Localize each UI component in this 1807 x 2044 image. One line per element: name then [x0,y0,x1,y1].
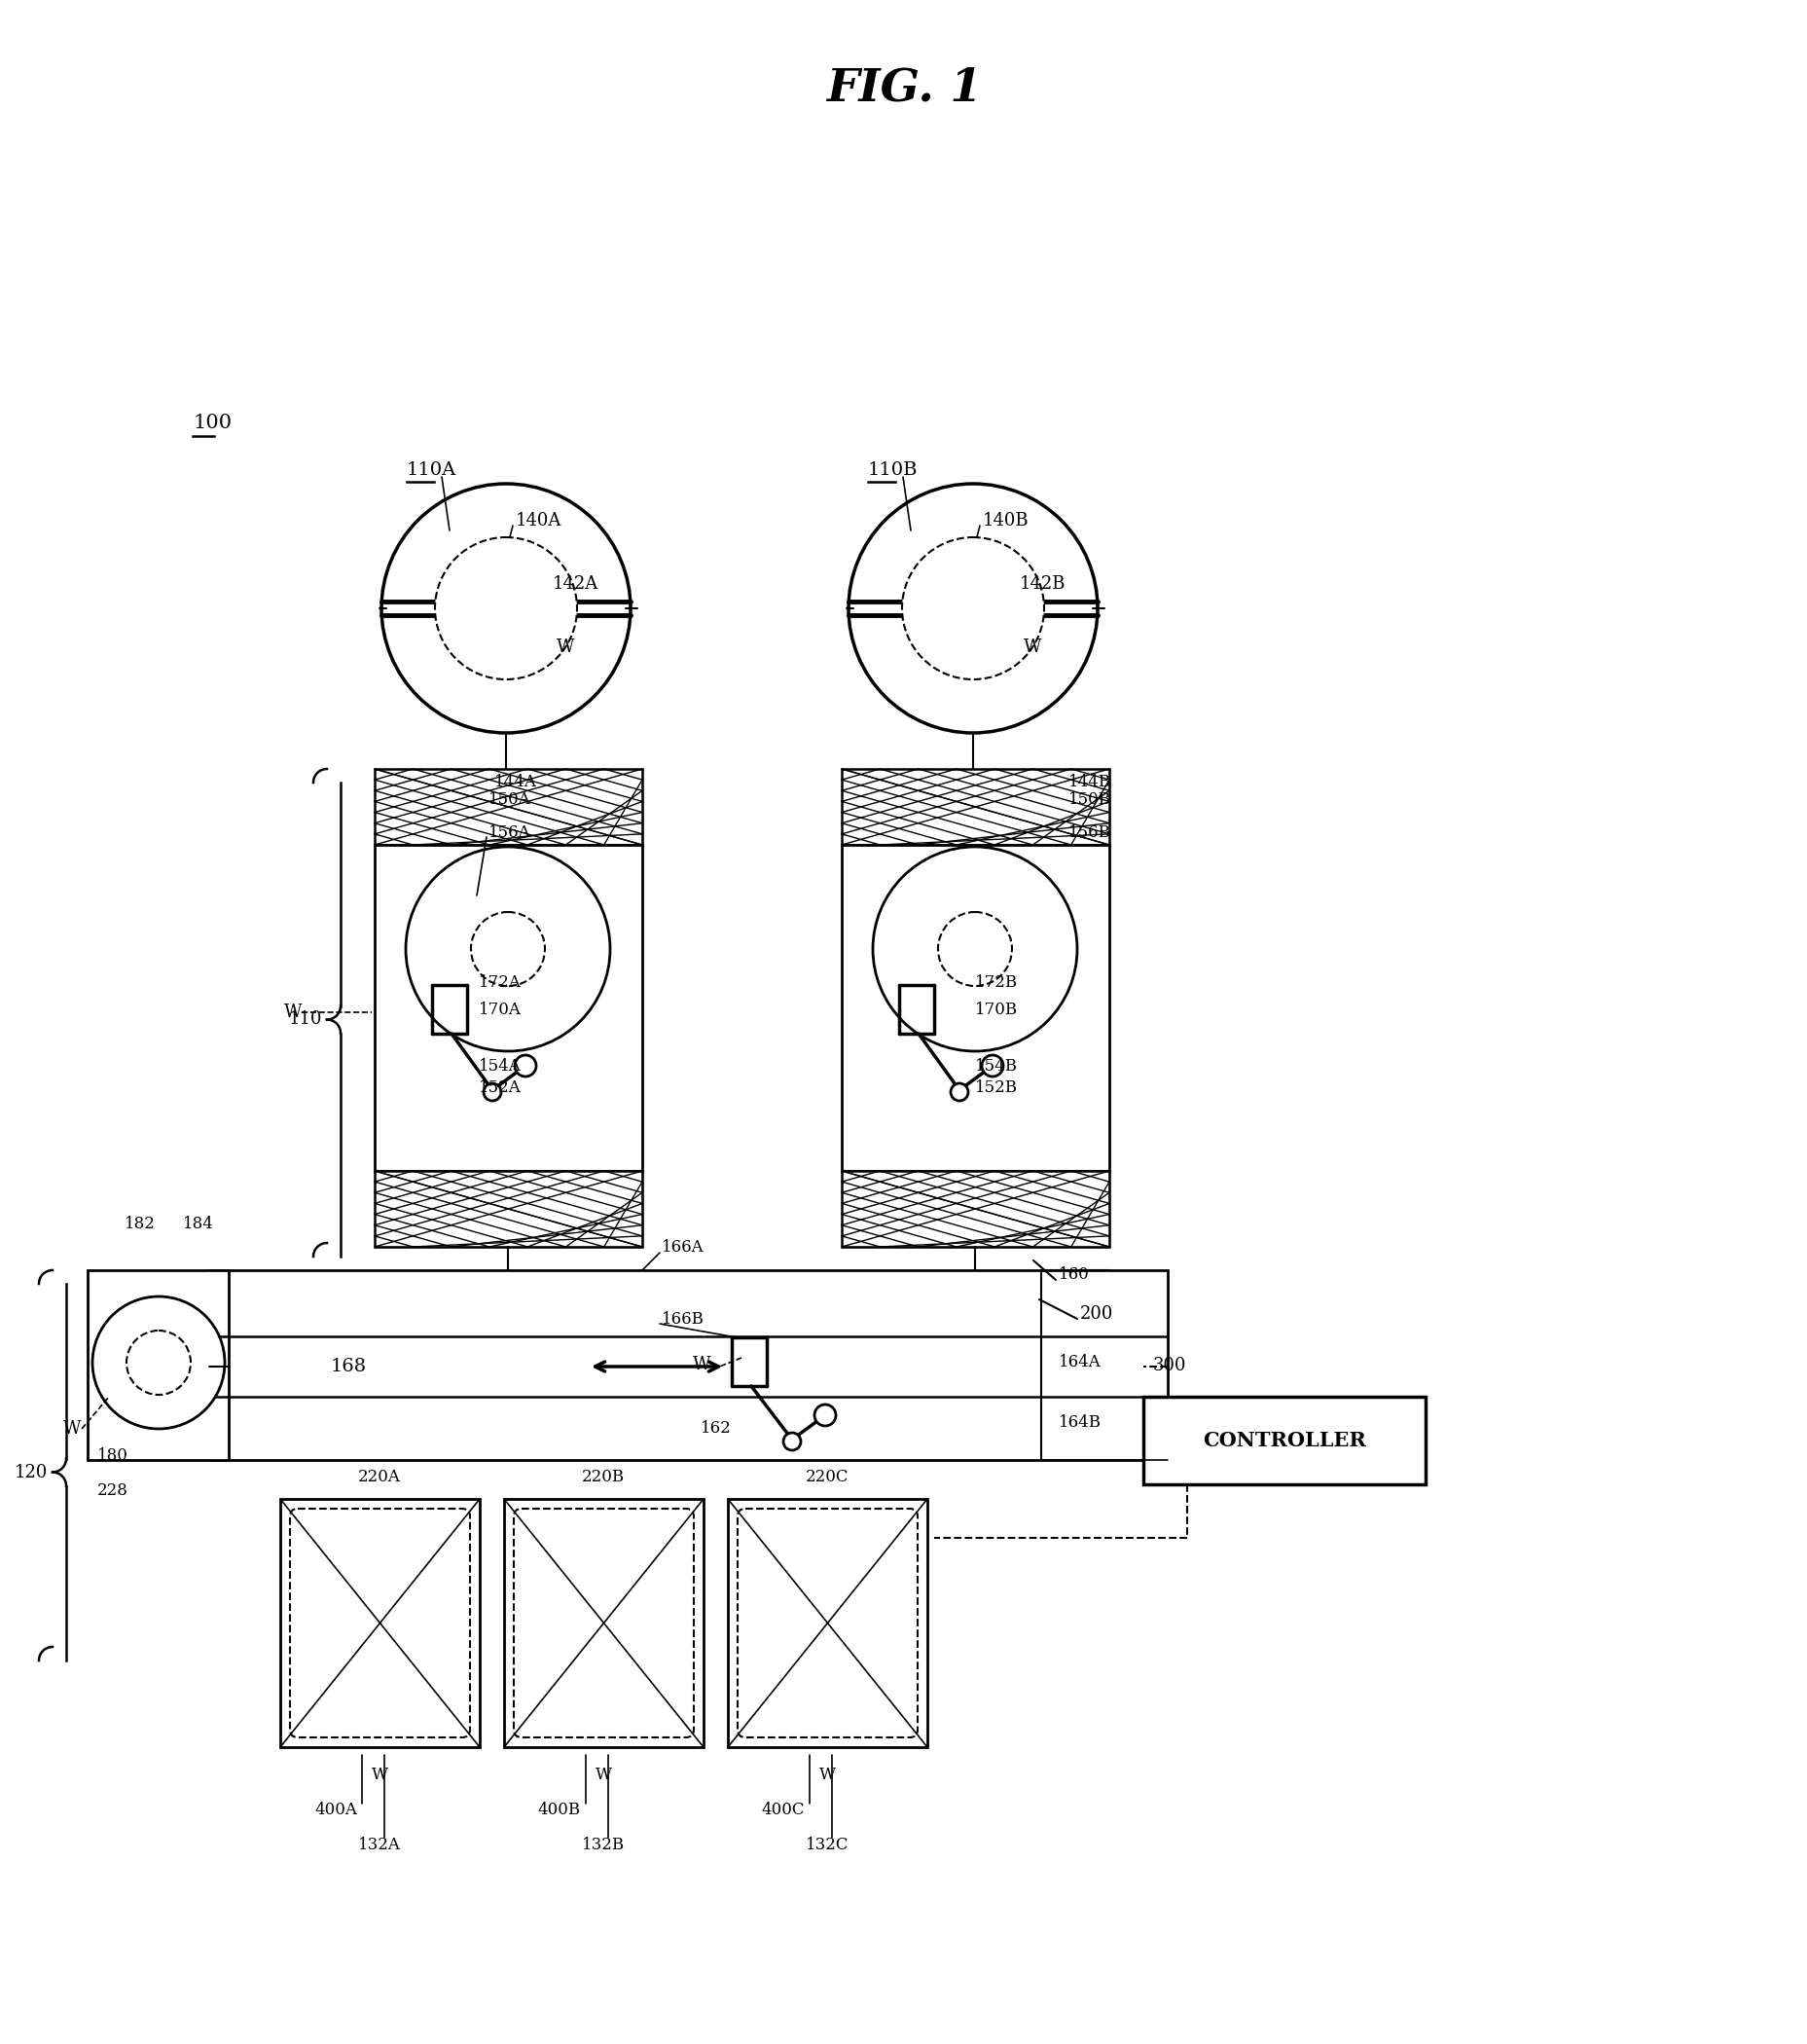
Text: 132A: 132A [358,1836,401,1852]
Text: 400B: 400B [538,1803,580,1819]
Text: 164A: 164A [1059,1355,1100,1372]
Bar [842,844,1109,1171]
Text: 154A: 154A [479,1057,520,1073]
Bar [504,1498,703,1748]
Bar [842,769,1109,844]
Text: FIG. 1: FIG. 1 [826,65,981,110]
Text: 160: 160 [1059,1267,1090,1284]
Circle shape [902,538,1044,679]
Text: 166A: 166A [661,1239,703,1257]
Text: 180: 180 [98,1447,128,1464]
Bar [374,1171,641,1247]
Text: 400A: 400A [314,1803,356,1819]
Text: 142B: 142B [1019,574,1066,593]
Circle shape [482,1083,501,1102]
Text: 132C: 132C [806,1836,847,1852]
Circle shape [981,1055,1003,1077]
Text: W: W [1023,638,1041,656]
Text: 144B: 144B [1068,773,1111,789]
Bar [728,1498,927,1748]
Text: 220B: 220B [582,1470,625,1486]
Text: 170B: 170B [974,1002,1017,1018]
Text: W: W [595,1766,611,1782]
Text: 132B: 132B [582,1836,625,1852]
Bar [374,769,641,844]
Circle shape [847,484,1097,734]
Text: W: W [819,1766,835,1782]
Text: 168: 168 [331,1357,367,1376]
Text: 150A: 150A [488,791,531,807]
Text: 110B: 110B [867,462,918,478]
Circle shape [470,912,544,985]
Circle shape [873,846,1077,1051]
Circle shape [126,1331,190,1394]
Text: 220C: 220C [806,1470,847,1486]
Bar [280,1498,479,1748]
Text: 166B: 166B [661,1310,705,1327]
Text: W: W [557,638,575,656]
Text: 162: 162 [701,1421,732,1437]
Bar [210,1269,1167,1459]
Text: 164B: 164B [1059,1414,1100,1431]
Text: W: W [63,1421,81,1437]
Text: 120: 120 [14,1464,47,1482]
Circle shape [92,1296,224,1429]
Text: 300: 300 [1153,1357,1185,1374]
Circle shape [381,484,631,734]
Text: 228: 228 [98,1482,128,1500]
Text: 100: 100 [193,415,231,433]
Text: 140A: 140A [515,511,562,529]
Text: W: W [284,1004,302,1022]
Bar [842,1171,1109,1247]
Text: 156A: 156A [488,824,531,840]
Text: 142A: 142A [553,574,598,593]
Text: 184: 184 [183,1216,213,1233]
Text: 110A: 110A [407,462,457,478]
Bar [374,844,641,1171]
Circle shape [782,1433,801,1451]
Text: 140B: 140B [983,511,1028,529]
Text: W: W [370,1766,389,1782]
Text: W: W [692,1355,710,1374]
Text: 170A: 170A [479,1002,520,1018]
Circle shape [813,1404,835,1427]
Circle shape [405,846,609,1051]
Text: 154B: 154B [974,1057,1017,1073]
Text: 172A: 172A [479,975,520,991]
Bar [1142,1396,1424,1484]
Circle shape [950,1083,969,1102]
Text: 150B: 150B [1068,791,1111,807]
Text: 200: 200 [1079,1306,1113,1322]
Text: 144A: 144A [493,773,537,789]
Text: 156B: 156B [1068,824,1111,840]
Bar [87,1269,228,1459]
Text: 152A: 152A [479,1079,520,1096]
Text: CONTROLLER: CONTROLLER [1202,1431,1366,1451]
Circle shape [435,538,576,679]
Text: 110: 110 [289,1012,322,1028]
Text: 182: 182 [125,1216,155,1233]
Circle shape [515,1055,537,1077]
Text: 220A: 220A [358,1470,401,1486]
Circle shape [938,912,1012,985]
Text: 152B: 152B [974,1079,1017,1096]
Text: 172B: 172B [974,975,1017,991]
Text: 400C: 400C [761,1803,804,1819]
